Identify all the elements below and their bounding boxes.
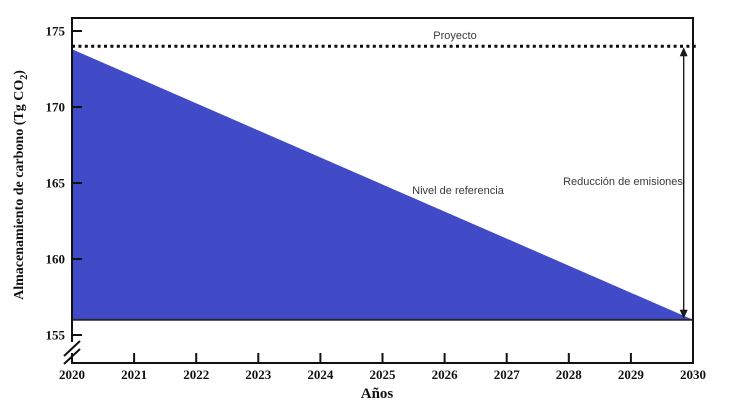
x-tick-label: 2021 [121, 367, 147, 382]
x-tick-label: 2028 [556, 367, 583, 382]
x-tick-label: 2025 [370, 367, 397, 382]
reduction-arrow-label: Reducción de emisiones [563, 176, 683, 188]
proyecto-label: Proyecto [433, 30, 477, 42]
x-tick-label: 2024 [307, 367, 334, 382]
x-axis-title: Años [360, 386, 394, 402]
reduction-arrow-head-down [679, 309, 688, 319]
x-tick-label: 2023 [245, 367, 272, 382]
x-tick-label: 2020 [59, 367, 85, 382]
y-tick-label: 160 [46, 252, 66, 267]
axis-break-slash [63, 340, 81, 357]
x-tick-label: 2029 [618, 367, 645, 382]
y-axis-title-subscript: 2 [18, 74, 30, 80]
x-tick-label: 2026 [432, 367, 459, 382]
y-tick-label: 165 [46, 176, 66, 191]
x-tick-label: 2030 [680, 367, 706, 382]
y-axis-title-text: Almacenamiento de carbono (Tg CO [12, 79, 28, 300]
x-tick-label: 2022 [183, 367, 209, 382]
axis-break-gap [70, 342, 74, 359]
plot-frame [71, 17, 694, 364]
y-axis-title-close: ) [12, 70, 28, 75]
y-tick-label: 155 [46, 328, 66, 343]
y-tick-label: 175 [46, 24, 66, 39]
reference-area [72, 49, 693, 320]
reference-level-label: Nivel de referencia [412, 185, 504, 197]
reduction-arrow-head-up [679, 47, 688, 57]
x-tick-label: 2027 [494, 367, 521, 382]
y-axis-title: Almacenamiento de carbono (Tg CO2) [12, 70, 30, 300]
y-tick-label: 170 [46, 100, 66, 115]
